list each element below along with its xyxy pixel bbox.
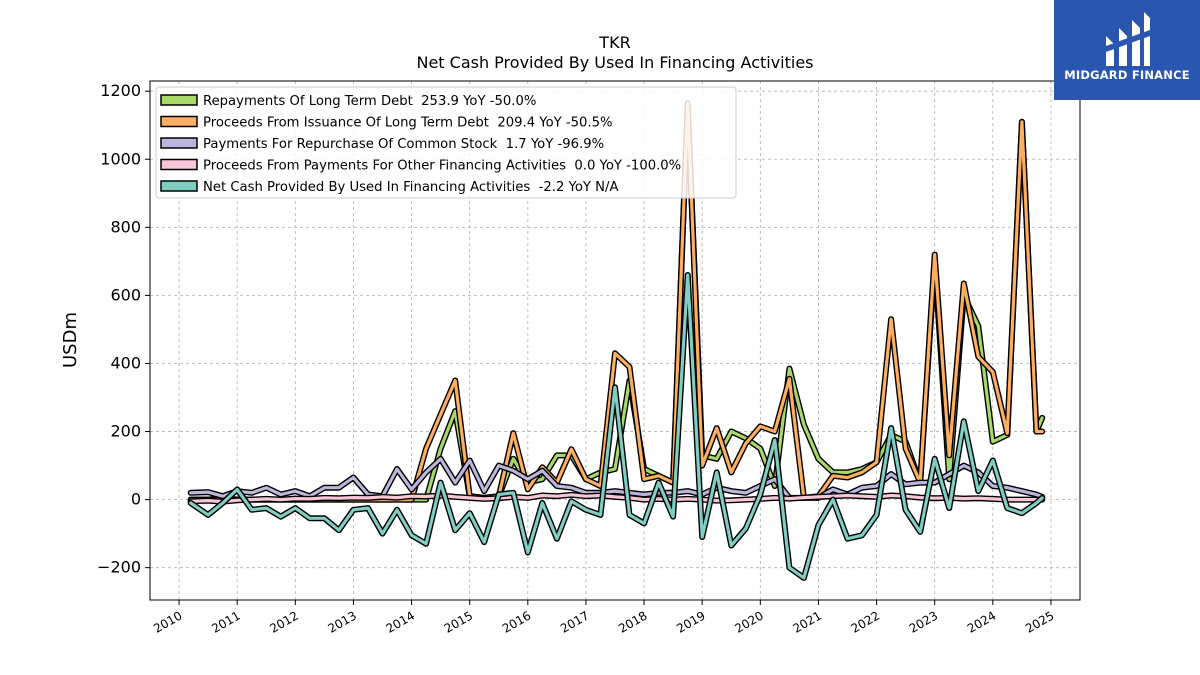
x-tick-label: 2022	[849, 608, 882, 635]
series-line	[189, 493, 1044, 504]
x-tick-label: 2019	[674, 608, 707, 635]
legend-swatch	[160, 137, 198, 149]
x-tick-label: 2024	[965, 608, 998, 635]
x-tick-label: 2013	[325, 608, 358, 635]
y-tick-label: 1200	[100, 81, 141, 100]
x-tick-label: 2025	[1023, 608, 1056, 635]
legend-swatch	[160, 94, 198, 106]
logo-icon	[1106, 12, 1150, 66]
y-tick-label: 800	[110, 217, 141, 236]
x-tick-label: 2011	[209, 608, 242, 635]
plot-lines	[187, 100, 1046, 581]
x-tick-label: 2012	[267, 608, 300, 635]
y-tick-label: −200	[97, 558, 141, 577]
x-tick-label: 2016	[500, 608, 533, 635]
x-tick-label: 2021	[790, 608, 823, 635]
chart-title: TKR	[598, 33, 630, 52]
legend-label: Proceeds From Issuance Of Long Term Debt…	[203, 116, 613, 131]
x-tick-label: 2020	[732, 608, 765, 635]
legend-label: Net Cash Provided By Used In Financing A…	[203, 180, 619, 195]
legend-swatch	[160, 115, 198, 128]
x-tick-label: 2015	[442, 608, 475, 635]
y-tick-label: 0	[131, 490, 141, 509]
legend: Repayments Of Long Term Debt 253.9 YoY -…	[155, 86, 737, 199]
legend-box	[155, 86, 737, 199]
y-tick-label: 200	[110, 422, 141, 441]
y-axis-label: USDm	[60, 312, 81, 368]
x-tick-label: 2017	[558, 608, 591, 635]
legend-label: Proceeds From Payments For Other Financi…	[203, 159, 681, 174]
y-tick-label: 400	[110, 353, 141, 372]
legend-swatch	[160, 180, 198, 192]
series-line-outline	[187, 272, 1046, 581]
legend-label: Payments For Repurchase Of Common Stock …	[203, 137, 604, 152]
x-tick-label: 2018	[616, 608, 649, 635]
series-line	[189, 457, 1044, 500]
legend-swatch	[160, 158, 198, 171]
series-line	[189, 273, 1044, 580]
logo-text: MIDGARD FINANCE	[1064, 68, 1190, 82]
logo: MIDGARD FINANCE	[1054, 0, 1200, 100]
plot-frame	[149, 80, 1081, 601]
y-tick-label: 600	[110, 285, 141, 304]
chart-subtitle: Net Cash Provided By Used In Financing A…	[416, 53, 813, 72]
legend-label: Repayments Of Long Term Debt 253.9 YoY -…	[203, 94, 536, 109]
y-tick-label: 1000	[100, 149, 141, 168]
x-tick-label: 2014	[384, 608, 417, 635]
x-tick-label: 2010	[151, 608, 184, 635]
x-tick-label: 2023	[907, 608, 940, 635]
